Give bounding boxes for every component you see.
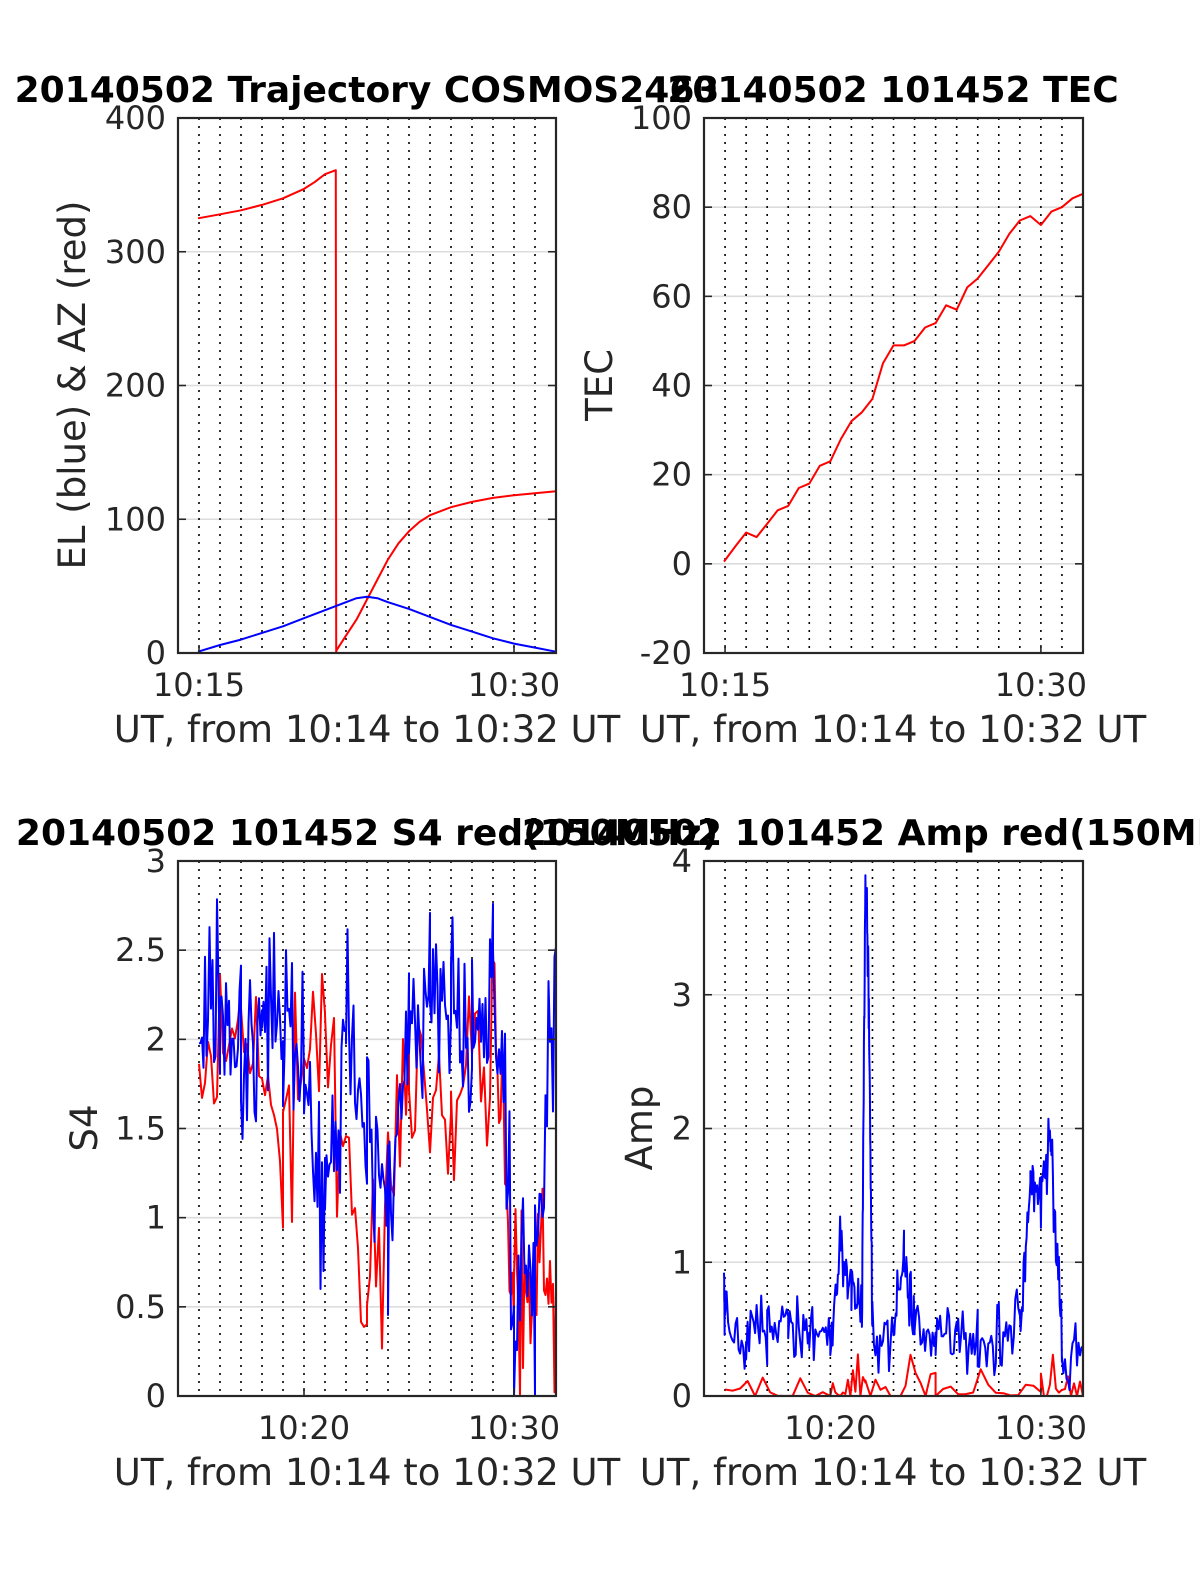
tec-ytick-label: 80 — [651, 188, 692, 226]
s4-x-axis-label: UT, from 10:14 to 10:32 UT — [114, 1451, 621, 1494]
trajectory-ytick-label: 400 — [105, 99, 166, 137]
s4-title: 20140502 101452 S4 red(150MHz) — [16, 813, 718, 854]
amp-series-1-line — [723, 874, 1084, 1391]
s4-xtick-label: 10:20 — [258, 1409, 350, 1447]
trajectory-title: 20140502 Trajectory COSMOS2463 — [15, 70, 720, 111]
tec-title: 20140502 101452 TEC — [667, 70, 1118, 111]
tec-ytick-label: 60 — [651, 277, 692, 315]
s4-xtick-label: 10:30 — [468, 1409, 560, 1447]
tec-xtick-label: 10:15 — [679, 666, 771, 704]
s4-ytick-label: 0 — [146, 1377, 166, 1415]
s4-ytick-label: 0.5 — [115, 1288, 166, 1326]
trajectory-ytick-label: 200 — [105, 367, 166, 405]
panel-s4: 0 0.5 1 1.5 2 2.5 3 10:20 10:30 20140502 101452 … — [16, 813, 718, 1494]
amp-xtick-label: 10:20 — [784, 1409, 876, 1447]
tec-ytick-label: 40 — [651, 367, 692, 405]
s4-ytick-label: 1 — [146, 1199, 166, 1237]
s4-series-1-line — [198, 898, 557, 1397]
amp-title: 20140502 101452 Amp red(150MHz) — [522, 813, 1200, 854]
amp-ytick-label: 3 — [672, 976, 692, 1014]
trajectory-xtick-label: 10:30 — [468, 666, 560, 704]
trajectory-xtick-label: 10:15 — [153, 666, 245, 704]
tec-x-axis-label: UT, from 10:14 to 10:32 UT — [640, 708, 1147, 751]
tec-ytick-label: 20 — [651, 456, 692, 494]
trajectory-ytick-label: 300 — [105, 233, 166, 271]
s4-series-0-line — [198, 920, 557, 1396]
tec-ytick-label: 100 — [631, 99, 692, 137]
tec-ytick-label: 0 — [672, 545, 692, 583]
s4-ytick-label: 3 — [146, 842, 166, 880]
s4-y-axis-label: S4 — [63, 1104, 106, 1151]
panel-tec: -20 0 20 40 60 80 100 10:15 10:30 20140502 10145… — [578, 70, 1147, 751]
s4-ytick-label: 1.5 — [115, 1110, 166, 1148]
amp-xtick-label: 10:30 — [995, 1409, 1087, 1447]
tec-ytick-label: -20 — [640, 634, 692, 672]
amp-y-axis-label: Amp — [618, 1086, 661, 1171]
trajectory-y-axis-label: EL (blue) & AZ (red) — [51, 201, 94, 570]
trajectory-ytick-label: 100 — [105, 500, 166, 538]
amp-ytick-label: 2 — [672, 1110, 692, 1148]
trajectory-x-axis-label: UT, from 10:14 to 10:32 UT — [114, 708, 621, 751]
trajectory-series-0-line — [197, 169, 557, 654]
tec-series-0-line — [723, 192, 1084, 563]
s4-ytick-label: 2.5 — [115, 931, 166, 969]
s4-ytick-label: 2 — [146, 1020, 166, 1058]
amp-ytick-label: 0 — [672, 1377, 692, 1415]
amp-x-axis-label: UT, from 10:14 to 10:32 UT — [640, 1451, 1147, 1494]
amp-ytick-label: 4 — [672, 842, 692, 880]
tec-y-axis-label: TEC — [578, 349, 621, 422]
panel-amp: 0 1 2 3 4 10:20 10:30 20140502 101452 Amp red(… — [522, 813, 1200, 1494]
trajectory-ytick-label: 0 — [146, 634, 166, 672]
amp-ytick-label: 1 — [672, 1243, 692, 1281]
tec-xtick-label: 10:30 — [995, 666, 1087, 704]
trajectory-series-1-line — [197, 595, 557, 653]
